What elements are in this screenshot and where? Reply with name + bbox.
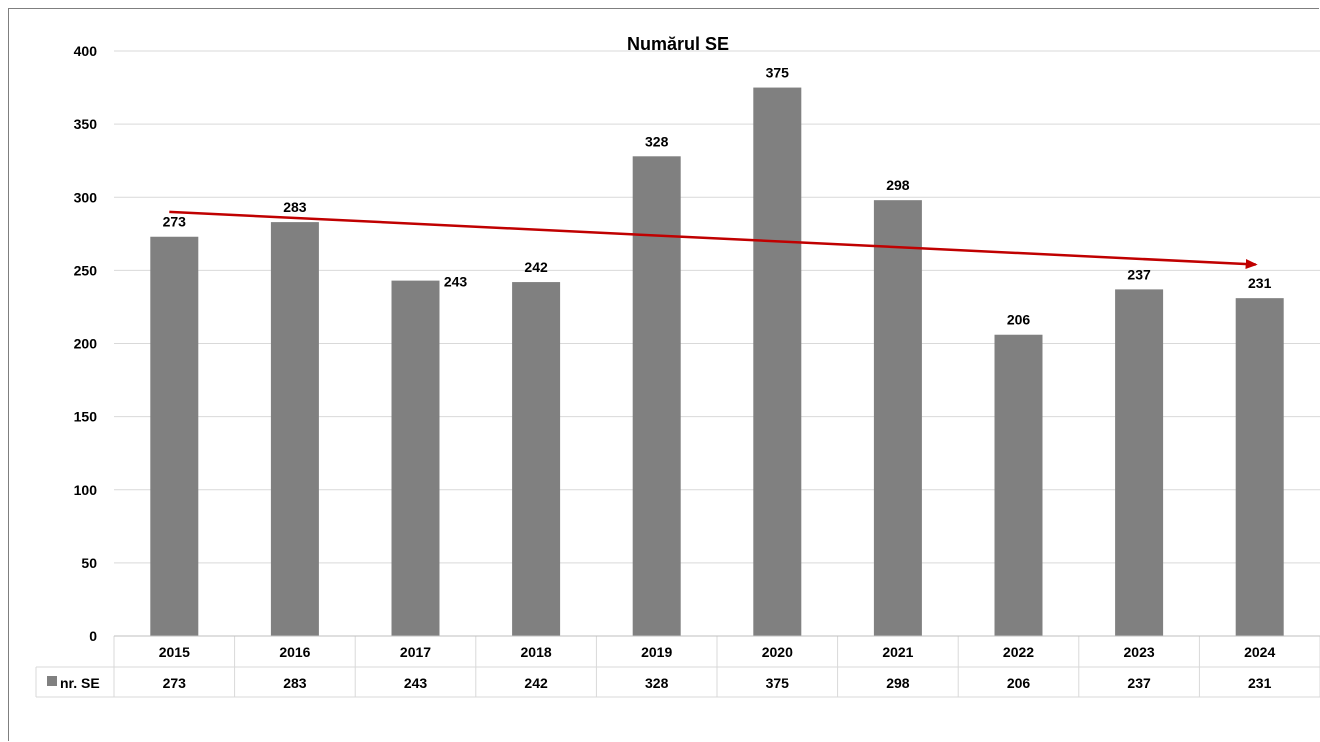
table-value: 243 [404,675,428,691]
x-tick-label: 2016 [279,644,310,660]
table-value: 206 [1007,675,1031,691]
chart-frame [8,8,1319,741]
x-tick-label: 2019 [641,644,672,660]
table-value: 237 [1127,675,1151,691]
data-label: 237 [1127,266,1151,282]
x-tick-label: 2023 [1124,644,1155,660]
data-label: 375 [766,65,790,81]
data-label: 242 [524,259,548,275]
table-value: 242 [524,675,548,691]
table-value: 273 [163,675,187,691]
y-tick-label: 250 [74,262,98,278]
data-label: 328 [645,133,669,149]
y-tick-label: 150 [74,409,98,425]
bar-2018 [512,282,561,636]
bar-2015 [150,236,199,637]
data-label: 243 [444,274,468,290]
table-value: 298 [886,675,910,691]
table-value: 375 [766,675,790,691]
data-label: 231 [1248,275,1272,291]
data-label: 206 [1007,312,1031,328]
legend-label: nr. SE [60,675,100,691]
y-tick-label: 350 [74,116,98,132]
data-label: 273 [163,214,187,230]
legend-swatch [47,676,57,686]
y-tick-label: 400 [74,43,98,59]
y-tick-label: 50 [81,555,97,571]
chart-title: Numărul SE [627,34,729,54]
bar-2024 [1235,298,1284,636]
y-tick-label: 200 [74,336,98,352]
table-value: 283 [283,675,307,691]
bar-2023 [1115,289,1164,636]
bar-2016 [270,222,319,637]
bar-2017 [391,280,440,636]
x-tick-label: 2020 [762,644,793,660]
x-tick-label: 2015 [159,644,190,660]
x-tick-label: 2022 [1003,644,1034,660]
table-value: 328 [645,675,669,691]
y-tick-label: 300 [74,189,98,205]
x-tick-label: 2018 [521,644,552,660]
x-tick-label: 2024 [1244,644,1275,660]
data-label: 298 [886,177,910,193]
x-tick-label: 2021 [882,644,913,660]
bar-2021 [873,200,922,637]
data-label: 283 [283,199,307,215]
bar-2020 [753,87,802,636]
bar-2022 [994,334,1043,636]
bar-2019 [632,156,681,637]
x-tick-label: 2017 [400,644,431,660]
table-value: 231 [1248,675,1272,691]
y-tick-label: 0 [89,628,97,644]
trend-arrow [169,210,1258,270]
y-tick-label: 100 [74,482,98,498]
